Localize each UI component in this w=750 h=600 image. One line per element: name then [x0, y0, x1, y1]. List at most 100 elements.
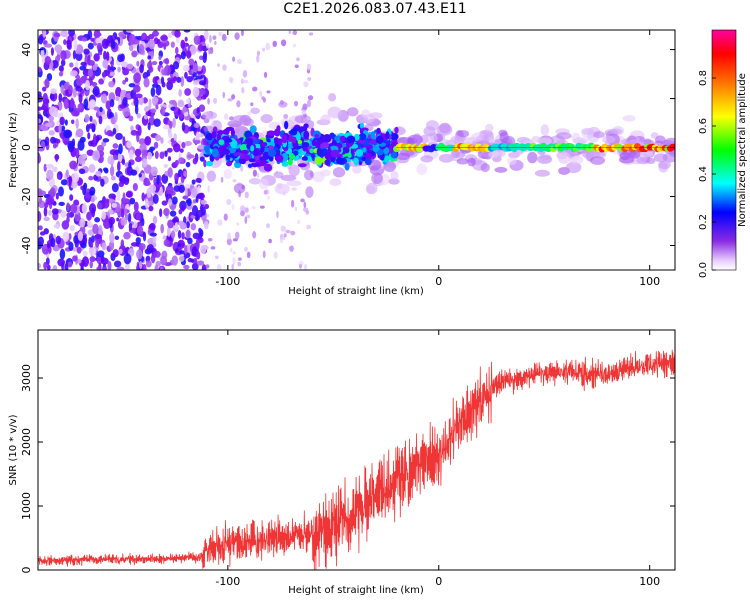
noise-speckle: [203, 118, 210, 124]
scattered-speckle: [241, 87, 245, 94]
noise-speckle: [197, 144, 205, 150]
band-blob: [284, 120, 289, 130]
noise-speckle: [130, 129, 138, 136]
noise-speckle: [41, 86, 47, 92]
noise-speckle: [89, 203, 97, 214]
noise-speckle: [102, 138, 110, 143]
colorbar-label: Normalized spectral amplitude: [737, 73, 748, 227]
snr-x-tick-label: 100: [639, 575, 660, 588]
scattered-speckle: [232, 256, 236, 265]
scattered-speckle: [221, 33, 227, 42]
noise-speckle: [58, 201, 65, 207]
spectrogram-y-tick-label: 40: [20, 43, 33, 57]
noise-speckle: [75, 128, 84, 138]
noise-speckle: [58, 124, 62, 134]
band-blob: [303, 130, 310, 140]
noise-speckle: [79, 65, 87, 71]
spectrogram-y-tick-label: -20: [20, 188, 33, 206]
noise-speckle: [91, 235, 95, 243]
noise-speckle: [55, 138, 61, 144]
noise-speckle: [106, 129, 113, 137]
noise-speckle: [138, 96, 144, 106]
noise-speckle: [64, 119, 68, 126]
scattered-speckle: [205, 264, 210, 269]
noise-speckle: [148, 39, 155, 50]
noise-speckle: [80, 185, 84, 191]
noise-speckle: [192, 80, 200, 86]
band-wash: [363, 114, 376, 123]
band-blob: [370, 131, 376, 140]
colorbar-tick-label: 0.8: [698, 70, 709, 86]
noise-speckle: [106, 51, 110, 62]
band-blob: [233, 161, 242, 169]
stable-line-segment: [669, 143, 675, 151]
noise-speckle: [89, 190, 95, 196]
noise-speckle: [59, 248, 66, 260]
band-blob: [205, 132, 214, 141]
noise-speckle: [192, 232, 200, 240]
band-wash: [202, 111, 218, 120]
noise-speckle: [132, 38, 140, 45]
band-wash: [396, 152, 411, 161]
noise-speckle: [108, 112, 114, 118]
noise-speckle: [178, 89, 182, 97]
band-wash: [416, 163, 428, 176]
noise-speckle: [75, 118, 79, 129]
noise-speckle: [43, 216, 50, 222]
band-wash: [258, 178, 270, 190]
noise-speckle: [164, 57, 170, 65]
scattered-speckle: [279, 238, 284, 244]
scattered-speckle: [303, 201, 307, 209]
scattered-speckle: [230, 77, 234, 84]
noise-speckle: [167, 219, 174, 229]
noise-speckle: [98, 115, 103, 125]
band-wash: [278, 101, 288, 108]
noise-speckle: [198, 80, 207, 86]
noise-speckle: [161, 200, 168, 206]
band-wash: [581, 127, 594, 135]
noise-speckle: [89, 115, 93, 122]
scattered-speckle: [218, 31, 223, 37]
scattered-speckle: [250, 102, 254, 107]
band-wash: [456, 158, 469, 165]
noise-speckle: [98, 78, 105, 85]
noise-speckle: [50, 47, 54, 56]
band-blob: [240, 158, 246, 165]
noise-speckle: [76, 246, 82, 254]
scattered-speckle: [280, 39, 287, 47]
band-wash: [540, 124, 550, 137]
noise-speckle: [62, 231, 70, 242]
noise-speckle: [92, 89, 99, 95]
noise-speckle: [153, 250, 161, 258]
band-wash: [248, 178, 262, 185]
noise-speckle: [101, 71, 107, 78]
band-blob: [249, 125, 257, 134]
noise-speckle: [45, 122, 53, 128]
noise-speckle: [174, 159, 179, 166]
noise-speckle: [88, 163, 96, 173]
noise-speckle: [138, 138, 146, 145]
noise-speckle: [63, 82, 69, 90]
noise-speckle: [69, 62, 74, 68]
noise-speckle: [77, 154, 86, 165]
scattered-speckle: [226, 198, 232, 206]
noise-speckle: [40, 140, 46, 150]
noise-speckle: [87, 68, 93, 77]
colorbar-tick-label: 0.2: [698, 214, 709, 230]
noise-speckle: [44, 202, 49, 208]
noise-speckle: [90, 37, 95, 42]
noise-speckle: [68, 84, 73, 95]
noise-speckle: [185, 229, 191, 239]
noise-speckle: [54, 44, 63, 53]
noise-speckle: [77, 103, 82, 110]
band-wash: [286, 180, 302, 187]
snr-y-tick-label: 1000: [20, 492, 33, 520]
noise-speckle: [123, 231, 131, 240]
noise-speckle: [103, 50, 107, 61]
noise-speckle: [60, 59, 66, 67]
noise-speckle: [170, 230, 176, 239]
noise-speckle: [186, 198, 192, 207]
noise-speckle: [113, 154, 118, 161]
noise-speckle: [185, 161, 191, 168]
